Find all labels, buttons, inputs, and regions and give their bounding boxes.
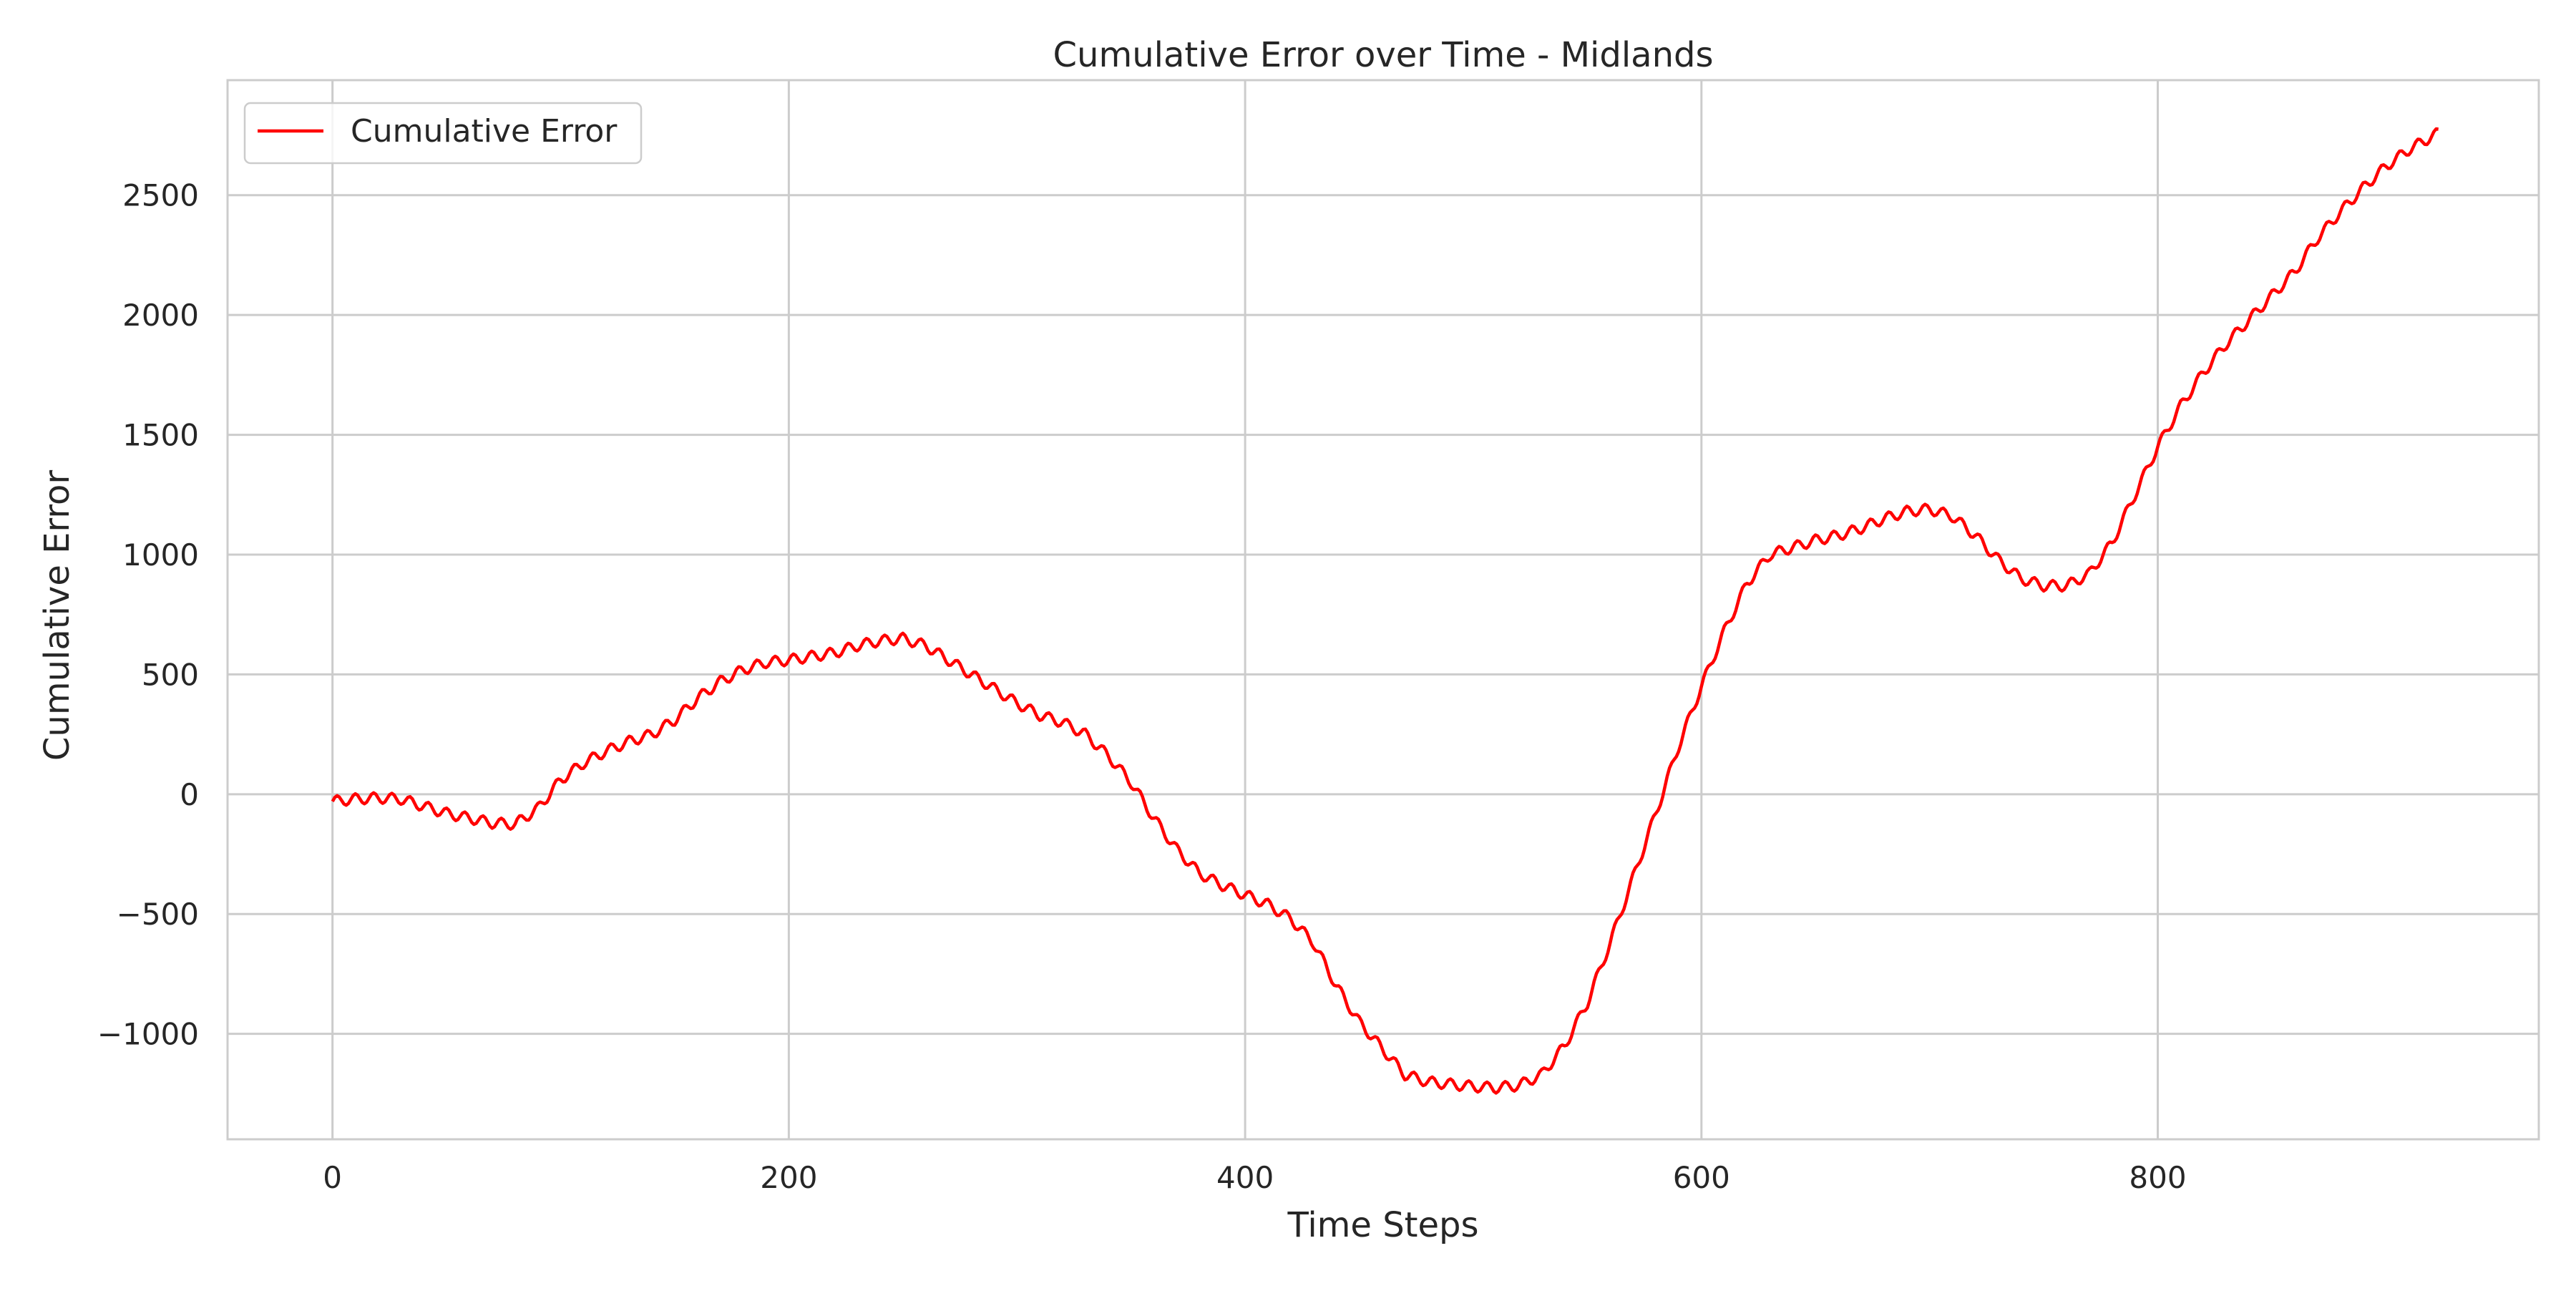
y-tick-label: 2000 — [122, 298, 199, 333]
y-tick-label: 0 — [180, 777, 199, 812]
chart-title: Cumulative Error over Time - Midlands — [1053, 35, 1714, 75]
y-tick-label: 1000 — [122, 537, 199, 573]
series-line-cumulative-error — [331, 127, 2439, 1095]
x-tick-label: 800 — [2129, 1160, 2186, 1195]
x-axis-title: Time Steps — [1287, 1205, 1478, 1245]
grid-lines — [228, 80, 2539, 1139]
legend-label: Cumulative Error — [351, 113, 618, 150]
x-tick-label: 600 — [1673, 1160, 1730, 1195]
y-tick-label: −500 — [117, 897, 199, 932]
y-tick-label: 1500 — [122, 418, 199, 453]
tick-labels: 0 200 400 600 800 −1000 −500 0 500 1000 1500 2000 25… — [97, 178, 2187, 1195]
series-layer — [331, 127, 2439, 1095]
plot-frame — [226, 79, 2540, 1141]
x-tick-label: 400 — [1216, 1160, 1274, 1195]
legend-box — [243, 102, 643, 165]
legend: Cumulative Error — [243, 102, 643, 165]
y-tick-label: 2500 — [122, 178, 199, 213]
x-tick-label: 0 — [323, 1160, 342, 1195]
x-tick-label: 200 — [760, 1160, 817, 1195]
y-tick-label: 500 — [142, 657, 199, 692]
y-tick-label: −1000 — [97, 1017, 199, 1052]
y-axis-title: Cumulative Error — [37, 470, 77, 761]
